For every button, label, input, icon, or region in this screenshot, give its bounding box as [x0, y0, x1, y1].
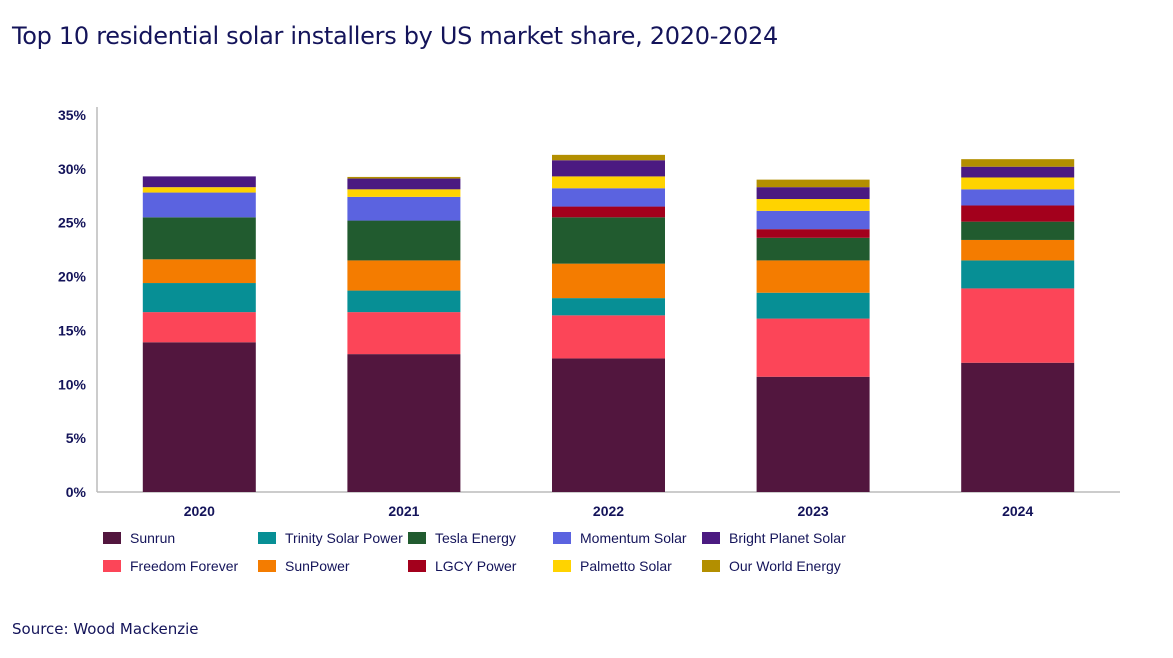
- y-tick-label: 30%: [58, 161, 87, 177]
- bar-segment-sunpower: [756, 260, 870, 293]
- bar-segment-bright-planet-solar: [552, 160, 665, 177]
- x-tick-label: 2023: [798, 503, 829, 519]
- legend-label: Our World Energy: [729, 558, 841, 574]
- legend-swatch: [258, 560, 276, 572]
- legend-swatch: [103, 532, 121, 544]
- bar-segment-palmetto-solar: [552, 176, 665, 189]
- y-tick-label: 25%: [58, 215, 87, 231]
- bar-segment-lgcy-power: [552, 206, 665, 218]
- legend-swatch: [702, 532, 720, 544]
- bar-segment-sunpower: [347, 260, 461, 291]
- legend-label: Palmetto Solar: [580, 558, 672, 574]
- bar-segment-momentum-solar: [756, 210, 870, 230]
- bar-segment-bright-planet-solar: [347, 178, 461, 190]
- legend-swatch: [103, 560, 121, 572]
- legend-swatch: [408, 532, 426, 544]
- x-tick-label: 2022: [593, 503, 624, 519]
- bar-segment-momentum-solar: [961, 189, 1075, 206]
- x-tick-label: 2021: [388, 503, 419, 519]
- bar-segment-our-world-energy: [756, 179, 870, 188]
- bar-segment-trinity-solar-power: [142, 283, 256, 313]
- bar-segment-sunrun: [142, 342, 256, 492]
- y-tick-label: 10%: [58, 376, 87, 392]
- source-note: Source: Wood Mackenzie: [12, 620, 199, 638]
- bar-segment-sunrun: [347, 354, 461, 492]
- x-tick-label: 2020: [184, 503, 215, 519]
- bar-segment-tesla-energy: [347, 220, 461, 261]
- legend-label: LGCY Power: [435, 558, 517, 574]
- bar-segment-palmetto-solar: [756, 199, 870, 211]
- bar-segment-palmetto-solar: [142, 187, 256, 193]
- bar-segment-sunrun: [961, 362, 1075, 492]
- legend-label: Sunrun: [130, 530, 175, 546]
- bar-segment-palmetto-solar: [961, 177, 1075, 190]
- bar-segment-our-world-energy: [961, 159, 1075, 167]
- bar-segment-momentum-solar: [552, 188, 665, 207]
- bar-segment-tesla-energy: [961, 221, 1075, 240]
- bar-segment-freedom-forever: [552, 315, 665, 359]
- bar-segment-trinity-solar-power: [347, 290, 461, 313]
- legend-label: Trinity Solar Power: [285, 530, 403, 546]
- x-tick-label: 2024: [1002, 503, 1033, 519]
- legend-swatch: [702, 560, 720, 572]
- legend-swatch: [553, 560, 571, 572]
- bar-segment-freedom-forever: [142, 312, 256, 343]
- bar-segment-trinity-solar-power: [961, 260, 1075, 289]
- bar-segment-trinity-solar-power: [552, 298, 665, 316]
- bar-segment-our-world-energy: [552, 154, 665, 161]
- bar-segment-freedom-forever: [756, 318, 870, 377]
- legend-swatch: [258, 532, 276, 544]
- bar-segment-tesla-energy: [552, 217, 665, 264]
- bar-segment-lgcy-power: [961, 205, 1075, 222]
- legend-swatch: [553, 532, 571, 544]
- bar-segment-bright-planet-solar: [756, 187, 870, 200]
- y-tick-label: 0%: [66, 484, 87, 500]
- chart-title: Top 10 residential solar installers by U…: [12, 22, 778, 50]
- bar-segment-sunpower: [142, 259, 256, 284]
- y-tick-label: 15%: [58, 322, 87, 338]
- bar-segment-bright-planet-solar: [961, 166, 1075, 178]
- bar-segment-tesla-energy: [756, 237, 870, 261]
- bar-segment-palmetto-solar: [347, 189, 461, 197]
- bar-segment-momentum-solar: [347, 196, 461, 221]
- bar-segment-sunrun: [756, 376, 870, 492]
- legend-label: Freedom Forever: [130, 558, 238, 574]
- y-tick-label: 20%: [58, 269, 87, 285]
- bar-segment-freedom-forever: [347, 312, 461, 355]
- bar-segment-tesla-energy: [142, 217, 256, 260]
- bar-segment-trinity-solar-power: [756, 292, 870, 319]
- bar-segment-momentum-solar: [142, 192, 256, 218]
- bar-segment-lgcy-power: [756, 229, 870, 238]
- bar-segment-our-world-energy: [347, 176, 461, 179]
- legend-label: SunPower: [285, 558, 350, 574]
- bar-segment-sunpower: [961, 239, 1075, 261]
- y-tick-label: 5%: [66, 430, 87, 446]
- legend-swatch: [408, 560, 426, 572]
- bar-segment-bright-planet-solar: [142, 176, 256, 188]
- legend-label: Bright Planet Solar: [729, 530, 846, 546]
- bar-segment-sunpower: [552, 263, 665, 299]
- bar-segment-sunrun: [552, 358, 665, 492]
- legend-label: Tesla Energy: [435, 530, 516, 546]
- bar-segment-freedom-forever: [961, 288, 1075, 363]
- legend-label: Momentum Solar: [580, 530, 687, 546]
- y-tick-label: 35%: [58, 107, 87, 123]
